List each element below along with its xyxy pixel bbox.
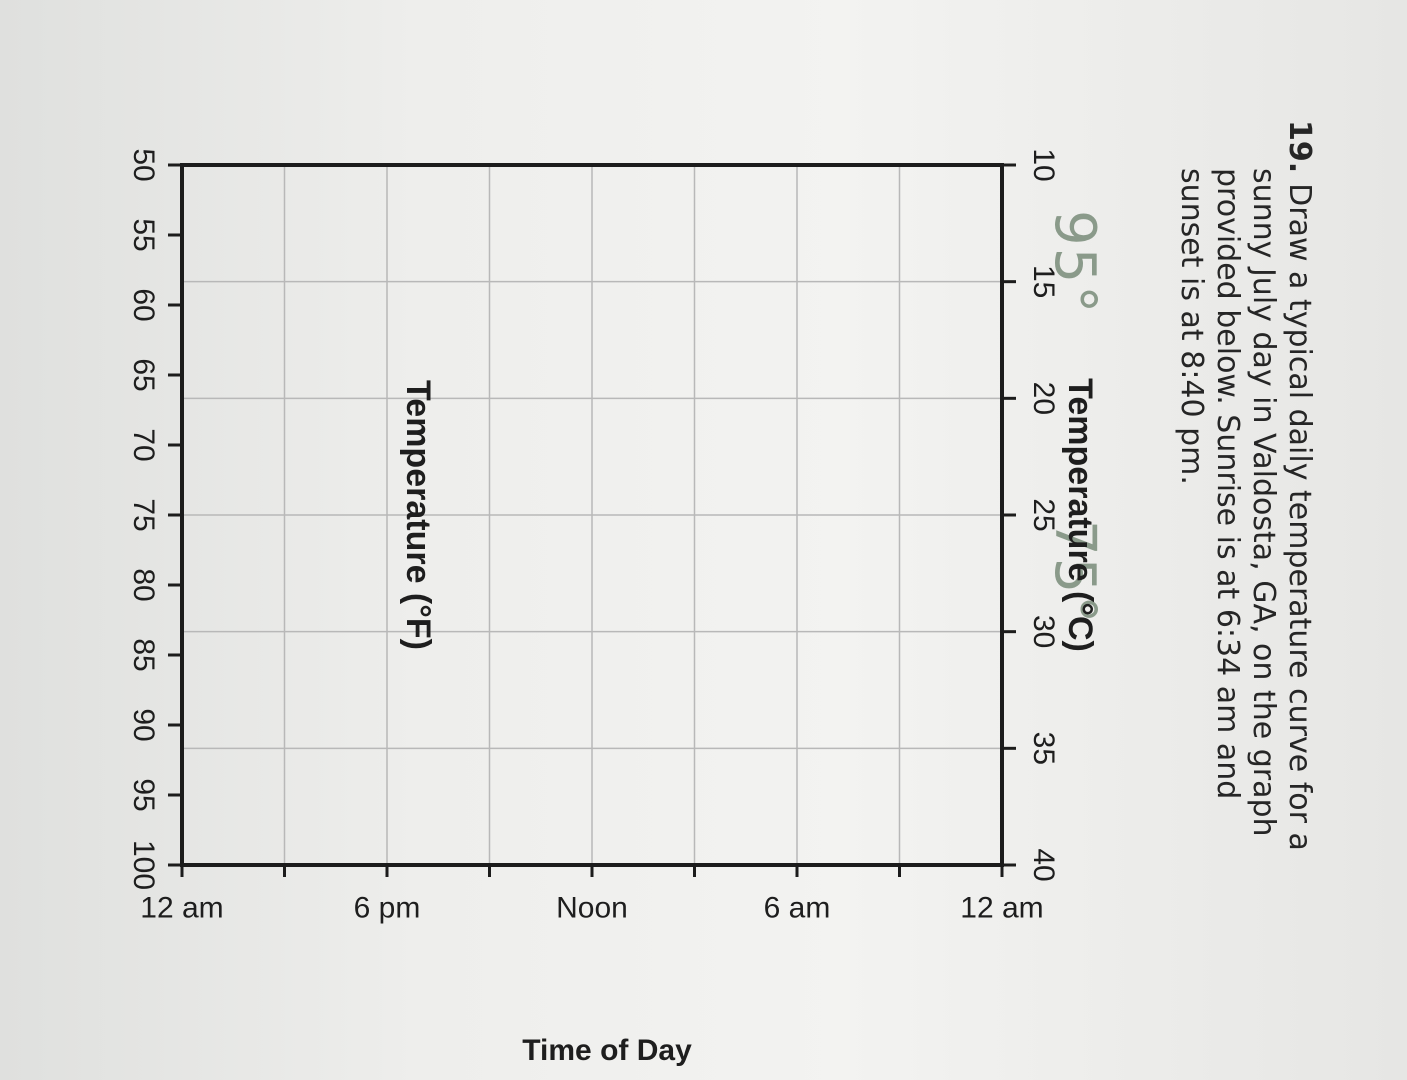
fahrenheit-tick-label: 70 <box>127 428 160 461</box>
fahrenheit-tick-label: 100 <box>127 840 160 890</box>
celsius-tick-label: 35 <box>1027 732 1060 765</box>
time-tick-label: 12 am <box>140 892 223 925</box>
celsius-axis-title: Temperature (°C) <box>1061 378 1099 652</box>
time-tick-label: 6 pm <box>354 892 421 925</box>
fahrenheit-tick-label: 75 <box>127 498 160 531</box>
celsius-tick-label: 10 <box>1027 148 1060 181</box>
fahrenheit-axis-title: Temperature (°F) <box>399 380 437 650</box>
celsius-tick-label: 15 <box>1027 265 1060 298</box>
fahrenheit-tick-label: 50 <box>127 148 160 181</box>
fahrenheit-tick-label: 90 <box>127 708 160 741</box>
celsius-tick-label: 30 <box>1027 615 1060 648</box>
celsius-tick-label: 25 <box>1027 498 1060 531</box>
fahrenheit-tick-label: 60 <box>127 288 160 321</box>
time-tick-label: Noon <box>556 892 628 925</box>
time-axis-title: Time of Day <box>522 1034 692 1067</box>
fahrenheit-tick-label: 95 <box>127 778 160 811</box>
graph-grid <box>182 165 1002 865</box>
celsius-axis-labels: 10 15 20 25 30 35 40 <box>1027 148 1060 881</box>
time-tick-label: 6 am <box>764 892 831 925</box>
fahrenheit-tick-label: 55 <box>127 218 160 251</box>
fahrenheit-tick-label: 65 <box>127 358 160 391</box>
fahrenheit-axis-labels: 50 55 60 65 70 75 80 85 90 95 100 <box>127 148 160 890</box>
celsius-tick-label: 20 <box>1027 382 1060 415</box>
fahrenheit-tick-label: 85 <box>127 638 160 671</box>
fahrenheit-tick-label: 80 <box>127 568 160 601</box>
graph-ticks <box>168 163 1016 877</box>
celsius-tick-label: 40 <box>1027 848 1060 881</box>
time-axis-labels: 12 am 6 am Noon 6 pm 12 am <box>140 892 1043 925</box>
time-tick-label: 12 am <box>960 892 1043 925</box>
